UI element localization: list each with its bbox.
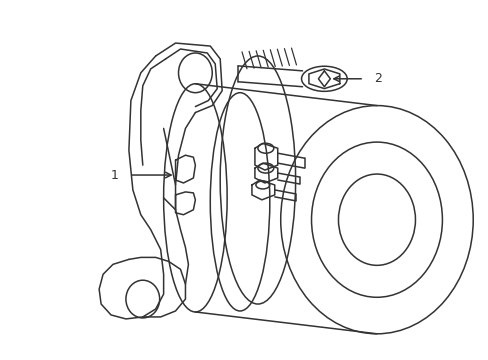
Text: 2: 2 — [373, 72, 381, 85]
Text: 1: 1 — [111, 168, 119, 181]
